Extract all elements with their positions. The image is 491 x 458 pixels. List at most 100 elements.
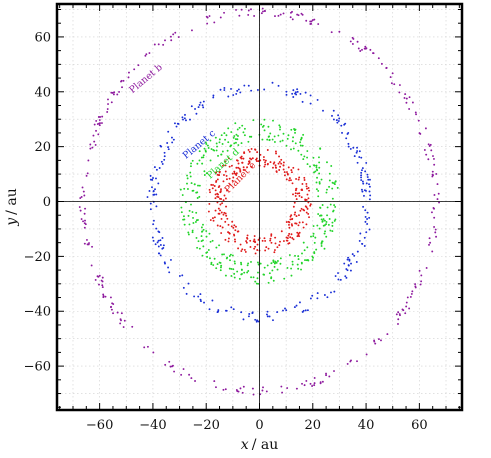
data-point <box>305 223 308 226</box>
data-point <box>352 146 355 149</box>
data-point <box>266 313 268 316</box>
data-point <box>217 310 220 313</box>
data-point <box>211 217 214 220</box>
data-point <box>311 385 314 387</box>
data-point <box>233 233 235 236</box>
data-point <box>230 87 232 90</box>
data-point <box>325 223 328 226</box>
data-point <box>240 261 242 264</box>
data-point <box>298 221 301 224</box>
data-point <box>318 182 321 185</box>
data-point <box>254 252 257 255</box>
data-point <box>364 209 367 212</box>
data-point <box>432 207 435 209</box>
data-point <box>220 188 222 191</box>
data-point <box>154 243 157 246</box>
data-point <box>330 291 332 294</box>
data-point <box>303 249 306 252</box>
data-point <box>116 93 119 96</box>
data-point <box>157 43 160 46</box>
data-point <box>197 106 200 109</box>
data-point <box>247 163 250 166</box>
data-point <box>190 377 193 380</box>
data-point <box>202 154 205 157</box>
y-axis-unit: / au <box>4 188 20 215</box>
data-point <box>288 226 291 229</box>
data-point <box>313 164 315 167</box>
y-tick-label: 20 <box>34 140 51 155</box>
data-point <box>306 309 309 312</box>
data-point <box>152 239 155 242</box>
data-point <box>212 94 215 97</box>
data-point <box>307 197 310 200</box>
data-point <box>337 120 340 123</box>
x-tick-label: −40 <box>139 418 166 433</box>
data-point <box>305 182 308 185</box>
y-tick-label: −60 <box>24 360 51 375</box>
data-point <box>187 231 190 234</box>
data-point <box>313 251 316 254</box>
data-point <box>360 188 363 191</box>
data-point <box>320 178 323 181</box>
data-point <box>264 161 266 164</box>
data-point <box>345 137 348 140</box>
data-point <box>309 204 312 207</box>
data-point <box>151 186 153 189</box>
data-point <box>250 158 253 161</box>
data-point <box>241 391 244 394</box>
data-point <box>280 162 283 165</box>
data-point <box>359 232 362 235</box>
data-point <box>438 201 440 204</box>
data-point <box>326 214 329 217</box>
series-planet-d <box>179 118 339 285</box>
data-point <box>287 134 290 137</box>
data-point <box>151 236 154 239</box>
data-point <box>286 137 289 140</box>
data-point <box>369 48 372 51</box>
data-point <box>346 269 349 272</box>
data-point <box>431 170 434 173</box>
data-point <box>303 179 306 181</box>
data-point <box>285 90 288 93</box>
data-point <box>216 263 219 266</box>
data-point <box>301 310 304 313</box>
x-axis-variable: x <box>241 437 249 453</box>
data-point <box>295 178 298 180</box>
data-point <box>346 132 349 135</box>
data-point <box>230 131 233 133</box>
data-point <box>237 166 240 169</box>
data-point <box>106 111 109 113</box>
data-point <box>201 162 204 165</box>
data-point <box>98 119 101 122</box>
data-point <box>240 311 243 314</box>
data-point <box>254 245 257 248</box>
data-point <box>309 382 312 385</box>
data-point <box>286 172 289 175</box>
data-point <box>273 265 276 268</box>
data-point <box>207 210 210 213</box>
data-point <box>214 197 217 200</box>
data-point <box>287 242 290 245</box>
data-point <box>350 359 352 362</box>
data-point <box>292 147 295 150</box>
data-point <box>163 151 166 154</box>
data-point <box>219 16 222 19</box>
data-point <box>227 223 230 226</box>
data-point <box>290 169 293 172</box>
data-point <box>364 170 367 173</box>
data-point <box>274 261 277 264</box>
data-point <box>223 253 225 256</box>
data-point <box>360 171 363 174</box>
data-point <box>120 79 123 82</box>
data-point <box>209 191 211 194</box>
data-point <box>92 134 95 137</box>
data-point <box>247 262 250 265</box>
data-point <box>80 196 83 198</box>
data-point <box>290 233 293 236</box>
data-point <box>355 261 358 263</box>
data-point <box>264 159 267 162</box>
data-point <box>194 380 196 382</box>
data-point <box>212 264 215 267</box>
data-point <box>325 221 328 223</box>
data-point <box>218 141 221 144</box>
